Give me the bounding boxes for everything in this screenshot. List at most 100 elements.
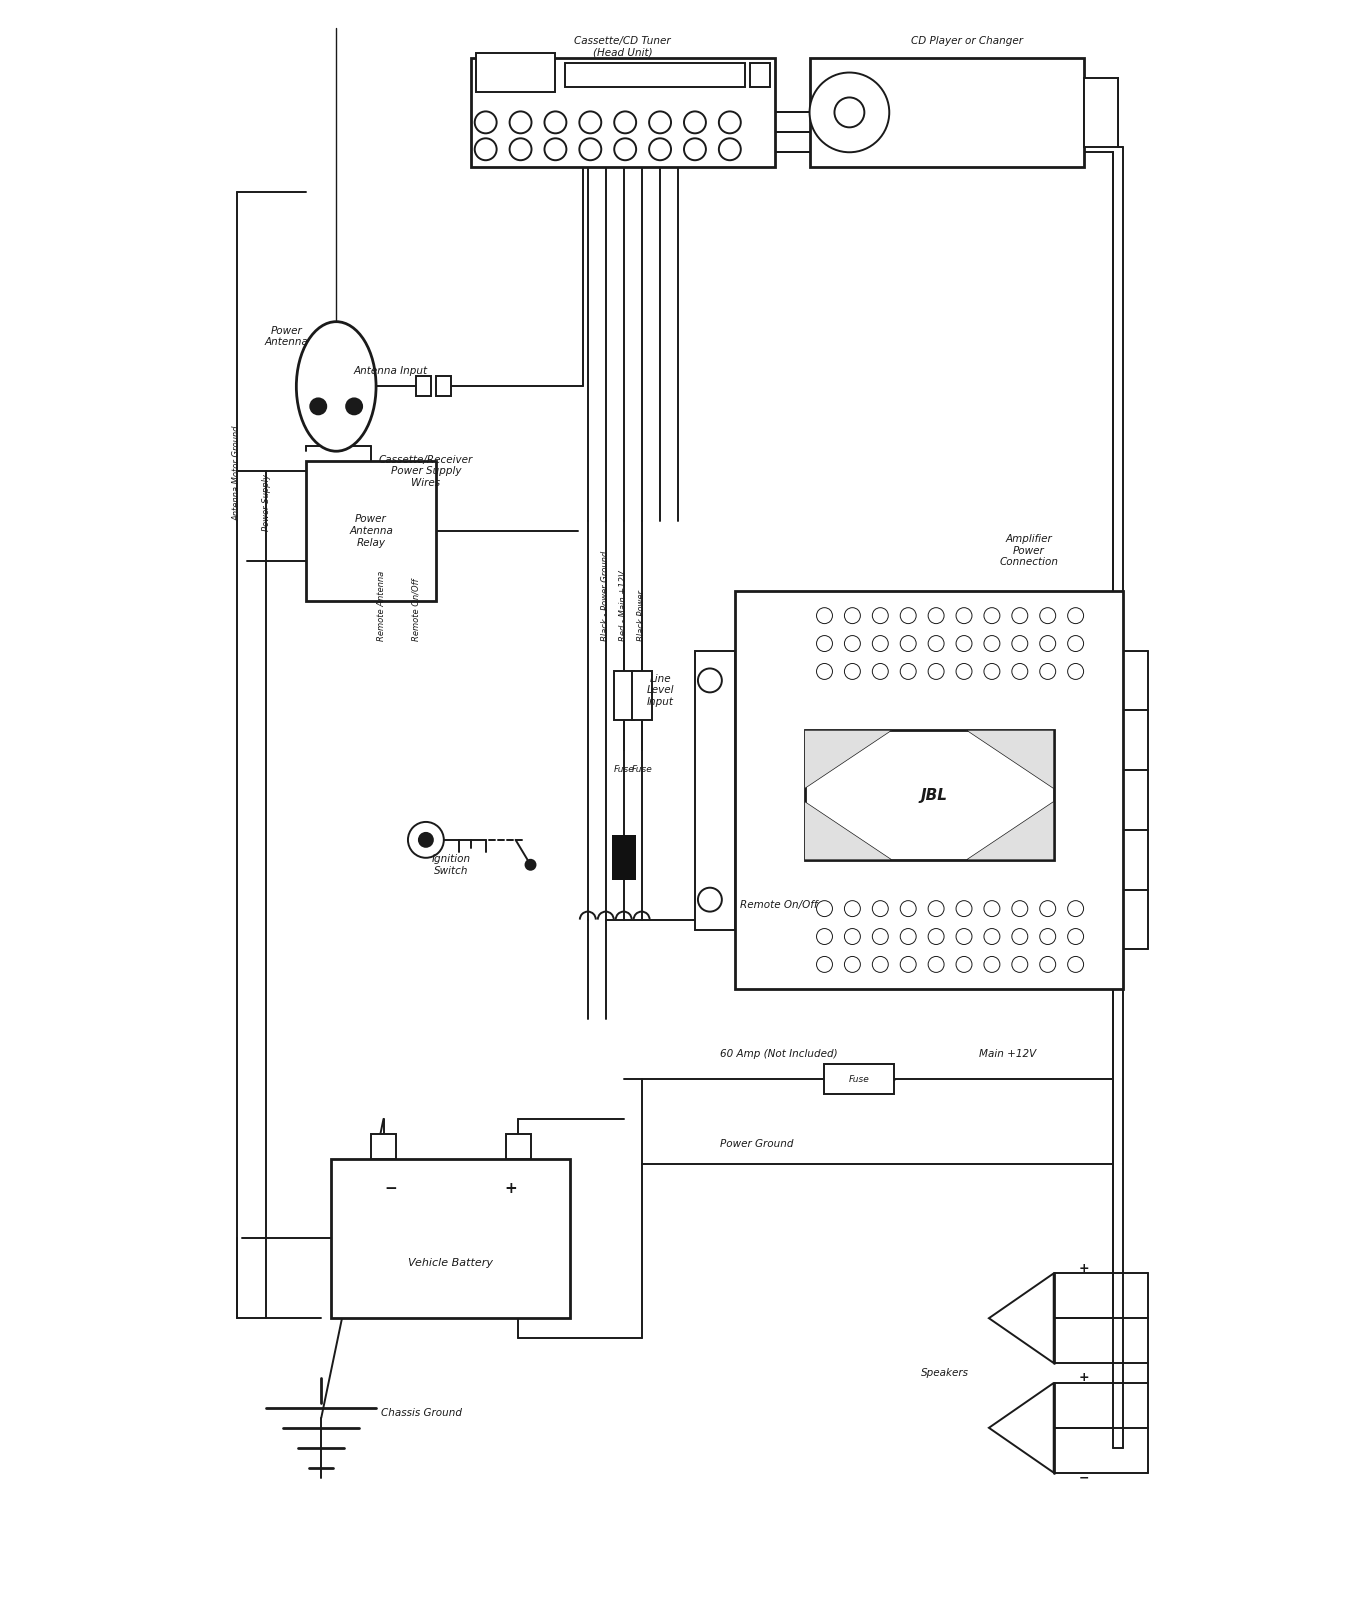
Circle shape xyxy=(983,608,1000,624)
Text: CD Player or Changer: CD Player or Changer xyxy=(910,35,1023,46)
Circle shape xyxy=(1068,664,1084,680)
Circle shape xyxy=(684,138,706,160)
Circle shape xyxy=(510,112,532,133)
Circle shape xyxy=(1068,635,1084,651)
Circle shape xyxy=(649,112,670,133)
Circle shape xyxy=(956,635,972,651)
Text: Fuse: Fuse xyxy=(631,765,651,774)
Circle shape xyxy=(872,901,888,917)
Circle shape xyxy=(956,901,972,917)
Text: Remote On/Off: Remote On/Off xyxy=(740,899,817,910)
Text: Fuse: Fuse xyxy=(613,765,634,774)
Bar xyxy=(824,1064,895,1094)
Bar xyxy=(306,461,435,600)
Circle shape xyxy=(928,664,944,680)
Text: (Head Unit): (Head Unit) xyxy=(593,48,653,58)
Polygon shape xyxy=(989,1274,1054,1363)
Circle shape xyxy=(1040,664,1055,680)
Circle shape xyxy=(1012,664,1028,680)
Circle shape xyxy=(928,901,944,917)
Text: Ignition
Switch: Ignition Switch xyxy=(431,854,471,875)
Text: Antenna Motor Ground: Antenna Motor Ground xyxy=(233,426,241,522)
Circle shape xyxy=(900,635,917,651)
Polygon shape xyxy=(805,802,892,859)
Circle shape xyxy=(579,138,601,160)
Circle shape xyxy=(525,859,536,870)
Circle shape xyxy=(872,928,888,944)
Circle shape xyxy=(928,608,944,624)
Circle shape xyxy=(1012,957,1028,973)
Circle shape xyxy=(900,957,917,973)
Circle shape xyxy=(1012,928,1028,944)
Circle shape xyxy=(956,664,972,680)
Text: 60 Amp (Not Included): 60 Amp (Not Included) xyxy=(719,1050,838,1059)
Circle shape xyxy=(845,901,861,917)
Circle shape xyxy=(347,398,362,414)
Circle shape xyxy=(845,664,861,680)
Text: +: + xyxy=(1078,1371,1089,1384)
Bar xyxy=(1084,77,1118,147)
Circle shape xyxy=(900,608,917,624)
Circle shape xyxy=(872,635,888,651)
Text: Cassette/CD Tuner: Cassette/CD Tuner xyxy=(574,35,670,46)
Bar xyxy=(416,376,431,397)
Circle shape xyxy=(816,608,832,624)
Bar xyxy=(749,62,770,88)
Text: Power Supply: Power Supply xyxy=(262,474,271,531)
Bar xyxy=(805,730,1054,859)
Circle shape xyxy=(719,112,741,133)
Circle shape xyxy=(1012,635,1028,651)
Polygon shape xyxy=(805,730,892,789)
Circle shape xyxy=(510,138,532,160)
Text: Red - Main +12V: Red - Main +12V xyxy=(619,570,628,640)
Circle shape xyxy=(956,957,972,973)
Text: Main +12V: Main +12V xyxy=(979,1050,1036,1059)
Text: Antenna Input: Antenna Input xyxy=(354,366,428,376)
Ellipse shape xyxy=(296,322,377,451)
Circle shape xyxy=(900,664,917,680)
Bar xyxy=(435,376,450,397)
Bar xyxy=(506,1134,530,1158)
Circle shape xyxy=(956,608,972,624)
Circle shape xyxy=(928,928,944,944)
Text: Chassis Ground: Chassis Ground xyxy=(381,1408,462,1418)
Circle shape xyxy=(475,112,496,133)
Circle shape xyxy=(816,957,832,973)
Text: Amplifier
Power
Connection: Amplifier Power Connection xyxy=(1000,534,1058,568)
Text: Power
Antenna
Relay: Power Antenna Relay xyxy=(350,514,393,547)
Circle shape xyxy=(719,138,741,160)
Circle shape xyxy=(1012,608,1028,624)
Circle shape xyxy=(816,928,832,944)
Polygon shape xyxy=(989,1382,1054,1472)
Bar xyxy=(476,53,555,93)
Circle shape xyxy=(615,112,636,133)
Circle shape xyxy=(983,664,1000,680)
Circle shape xyxy=(1040,957,1055,973)
Text: Power Ground: Power Ground xyxy=(719,1139,793,1149)
Text: +: + xyxy=(1078,1262,1089,1275)
Bar xyxy=(631,670,651,720)
Text: Power
Antenna: Power Antenna xyxy=(264,326,309,347)
Circle shape xyxy=(983,928,1000,944)
Text: Remote On/Off: Remote On/Off xyxy=(412,578,420,640)
Circle shape xyxy=(698,888,722,912)
Bar xyxy=(371,1134,396,1158)
Circle shape xyxy=(983,635,1000,651)
Circle shape xyxy=(615,138,636,160)
Circle shape xyxy=(845,928,861,944)
Circle shape xyxy=(956,928,972,944)
Circle shape xyxy=(419,834,432,846)
Circle shape xyxy=(845,957,861,973)
Circle shape xyxy=(698,669,722,693)
Circle shape xyxy=(1012,901,1028,917)
Circle shape xyxy=(928,957,944,973)
Circle shape xyxy=(408,822,443,858)
Circle shape xyxy=(1040,608,1055,624)
Circle shape xyxy=(816,635,832,651)
Bar xyxy=(471,58,775,168)
Circle shape xyxy=(1068,901,1084,917)
Bar xyxy=(566,62,745,88)
Text: Fuse: Fuse xyxy=(849,1075,870,1083)
Circle shape xyxy=(1068,928,1084,944)
Circle shape xyxy=(544,112,566,133)
